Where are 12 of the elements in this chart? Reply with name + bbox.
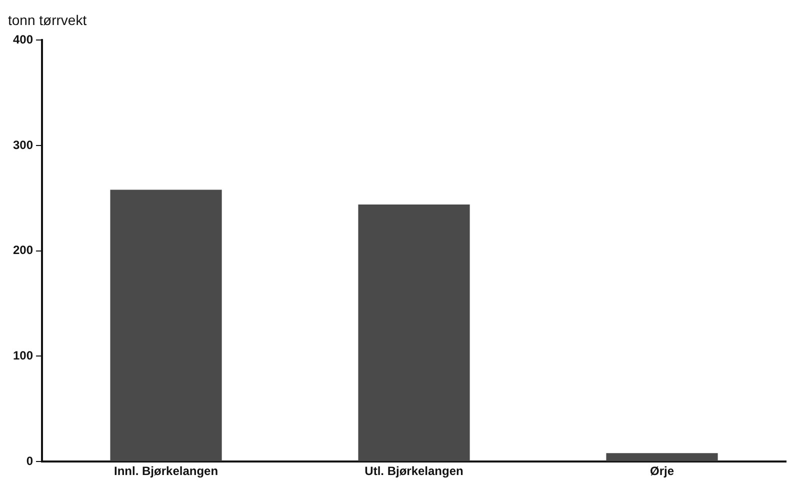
y-tick-label: 0 <box>26 454 34 468</box>
x-tick-label: Ørje <box>650 464 674 478</box>
y-axis-title: tonn tørrvekt <box>8 12 87 28</box>
y-tick-label: 200 <box>12 243 34 258</box>
y-tick-label: 400 <box>12 32 34 47</box>
bar <box>358 204 470 462</box>
x-tick-label: Innl. Bjørkelangen <box>114 464 218 478</box>
bar <box>606 453 718 462</box>
y-tick-label: 100 <box>12 348 34 363</box>
y-tick-label: 300 <box>12 138 34 152</box>
x-tick-label: Utl. Bjørkelangen <box>364 464 464 478</box>
bar <box>110 190 222 462</box>
